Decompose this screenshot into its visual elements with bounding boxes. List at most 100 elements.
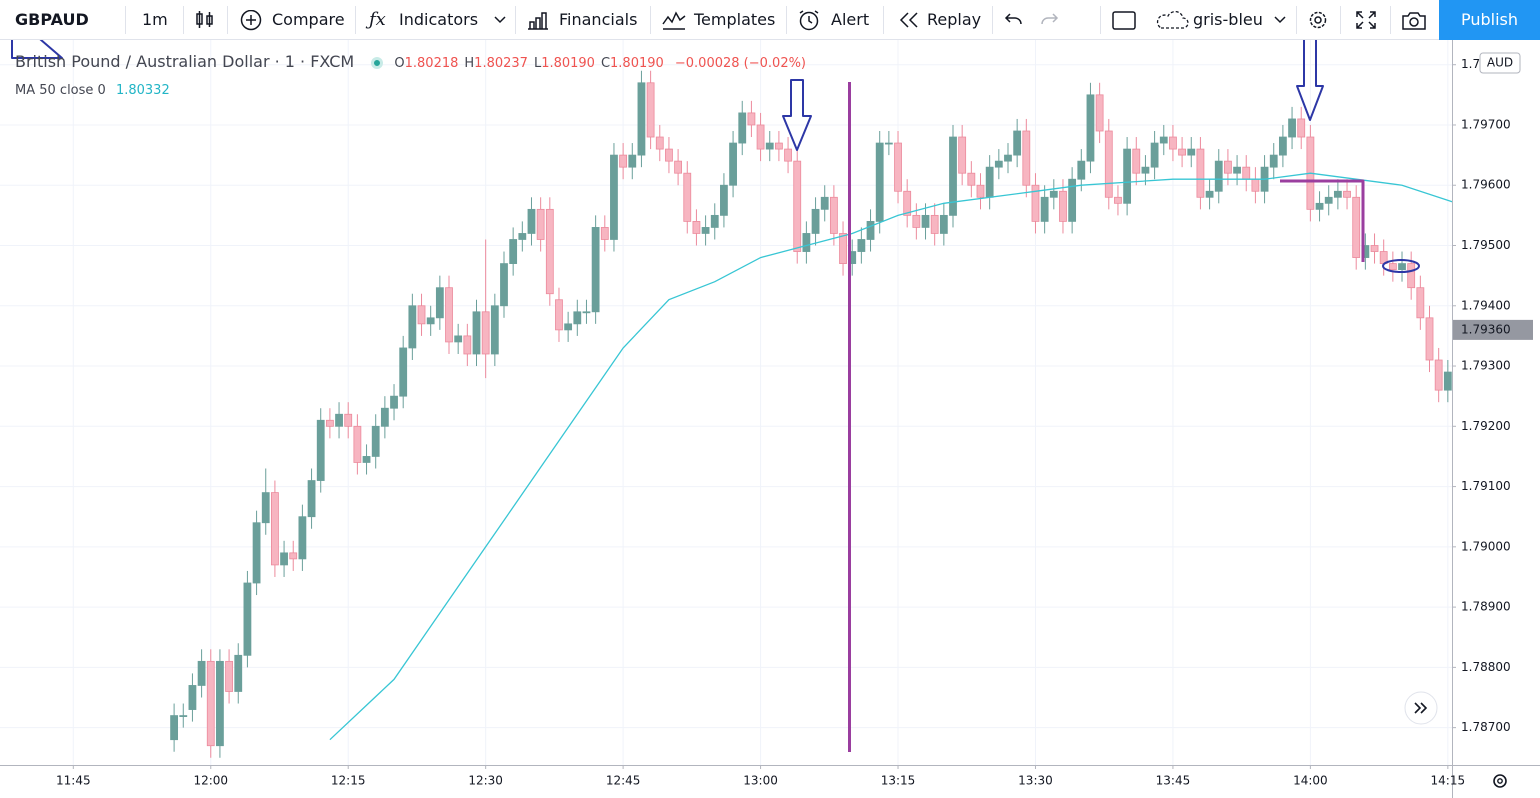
candle-body xyxy=(600,227,609,240)
indicator-value: 1.80332 xyxy=(115,83,170,98)
settings-button[interactable] xyxy=(1493,774,1507,788)
toolbar-button[interactable]: Templates xyxy=(694,10,776,29)
currency-badge xyxy=(1479,52,1521,74)
candle-body xyxy=(793,160,802,252)
candle-body xyxy=(353,425,362,463)
candle-body xyxy=(1443,371,1452,391)
candle-body xyxy=(720,184,728,216)
indicators-icon[interactable]: ƒx xyxy=(369,9,386,30)
y-tick-label: 1.78900 xyxy=(1461,600,1511,614)
layout-name[interactable]: gris-bleu xyxy=(1193,10,1263,29)
separator xyxy=(992,6,993,34)
x-tick-label: 13:30 xyxy=(1018,774,1053,788)
candle-body xyxy=(655,136,664,150)
settings-icon[interactable] xyxy=(1306,8,1330,32)
candle-body xyxy=(674,160,683,174)
candle-body xyxy=(875,142,884,222)
y-tick-label: 1.79100 xyxy=(1461,479,1511,493)
x-tick-label: 14:15 xyxy=(1431,774,1466,788)
undo-icon[interactable] xyxy=(1004,12,1024,28)
candle-body xyxy=(500,263,508,307)
candle-body xyxy=(1196,148,1205,198)
candle-body xyxy=(582,311,591,314)
currency-label: AUD xyxy=(1487,56,1513,70)
candle-body xyxy=(1104,130,1113,198)
candle-body xyxy=(1132,148,1141,174)
replay-icon[interactable] xyxy=(898,10,920,30)
alert-icon[interactable] xyxy=(797,10,823,32)
candle-body xyxy=(1278,136,1287,156)
readout-label: C xyxy=(600,56,611,71)
symbol[interactable]: GBPAUD xyxy=(15,10,89,29)
y-tick-label: 1.79300 xyxy=(1461,359,1511,373)
toolbar-button[interactable]: Indicators xyxy=(399,10,479,29)
candle-body xyxy=(985,166,994,198)
candle-body xyxy=(390,395,398,409)
candle-body xyxy=(857,239,866,252)
templates-icon[interactable] xyxy=(662,10,686,30)
scroll-icon xyxy=(1414,702,1428,714)
candle-body xyxy=(316,419,325,481)
candle-body xyxy=(335,413,343,427)
separator xyxy=(183,6,184,34)
chart-type-icon[interactable] xyxy=(194,10,216,30)
market-status xyxy=(371,56,384,69)
gear-icon[interactable] xyxy=(1493,774,1507,788)
candle-body xyxy=(527,208,536,234)
y-tick-label: 1.79700 xyxy=(1461,117,1511,131)
candle-body xyxy=(1114,196,1122,204)
candle-body xyxy=(1269,154,1278,168)
candle-body xyxy=(1352,196,1361,258)
interval[interactable]: 1m xyxy=(142,10,168,29)
candle-body xyxy=(1031,184,1040,222)
cloud-icon[interactable] xyxy=(1155,11,1189,31)
candle-body xyxy=(1315,202,1324,210)
candle-body xyxy=(967,172,976,186)
toolbar-button[interactable]: Compare xyxy=(272,10,345,29)
candle-body xyxy=(234,654,243,692)
separator xyxy=(650,6,651,34)
dropdown-icon[interactable] xyxy=(1274,16,1286,24)
candle-body xyxy=(344,413,353,427)
financials-icon[interactable] xyxy=(526,10,550,30)
toolbar-button[interactable]: Financials xyxy=(559,10,638,29)
axes: 1.78700 1.78800 1.78900 1.79000 1.79100 1.792… xyxy=(56,52,1533,788)
candle-body xyxy=(637,82,646,156)
fullscreen-icon[interactable] xyxy=(1355,10,1377,30)
last-price-box xyxy=(1453,319,1533,340)
toolbar-button[interactable]: Replay xyxy=(927,10,982,29)
compare-icon[interactable] xyxy=(240,10,264,32)
indicator-legend: MA 50 close 0 1.80332 xyxy=(15,83,170,98)
candle-body xyxy=(939,214,948,234)
separator xyxy=(515,6,516,34)
screenshot-icon[interactable] xyxy=(1401,10,1427,32)
candle-body xyxy=(1059,190,1067,222)
candle-body xyxy=(454,335,463,343)
change: −0.00028 (−0.02%) xyxy=(674,56,807,71)
candle-body xyxy=(1022,130,1031,186)
separator xyxy=(227,6,228,34)
publish-button[interactable]: Publish xyxy=(1439,0,1540,40)
candle-body xyxy=(573,311,582,325)
moving-average-line xyxy=(329,172,1452,741)
redo-icon[interactable] xyxy=(1039,12,1059,28)
scroll-button[interactable] xyxy=(1404,691,1438,725)
candle-body xyxy=(1013,130,1022,156)
y-tick-label: 1.79500 xyxy=(1461,238,1511,252)
candle-body xyxy=(1169,136,1177,150)
candle-body xyxy=(747,112,756,126)
candle-body xyxy=(729,142,737,186)
x-tick-label: 14:00 xyxy=(1293,774,1328,788)
separator xyxy=(786,6,787,34)
candle-body xyxy=(307,480,316,518)
candle-body xyxy=(280,552,288,566)
layout-icon[interactable] xyxy=(1112,10,1138,32)
candle-body xyxy=(1178,148,1186,156)
toolbar-button[interactable]: Alert xyxy=(831,10,870,29)
y-tick-label: 1.78800 xyxy=(1461,660,1511,674)
candle-body xyxy=(665,148,673,162)
candle-body xyxy=(417,305,426,325)
gear-center xyxy=(1497,778,1503,784)
dropdown-icon[interactable] xyxy=(494,16,506,24)
